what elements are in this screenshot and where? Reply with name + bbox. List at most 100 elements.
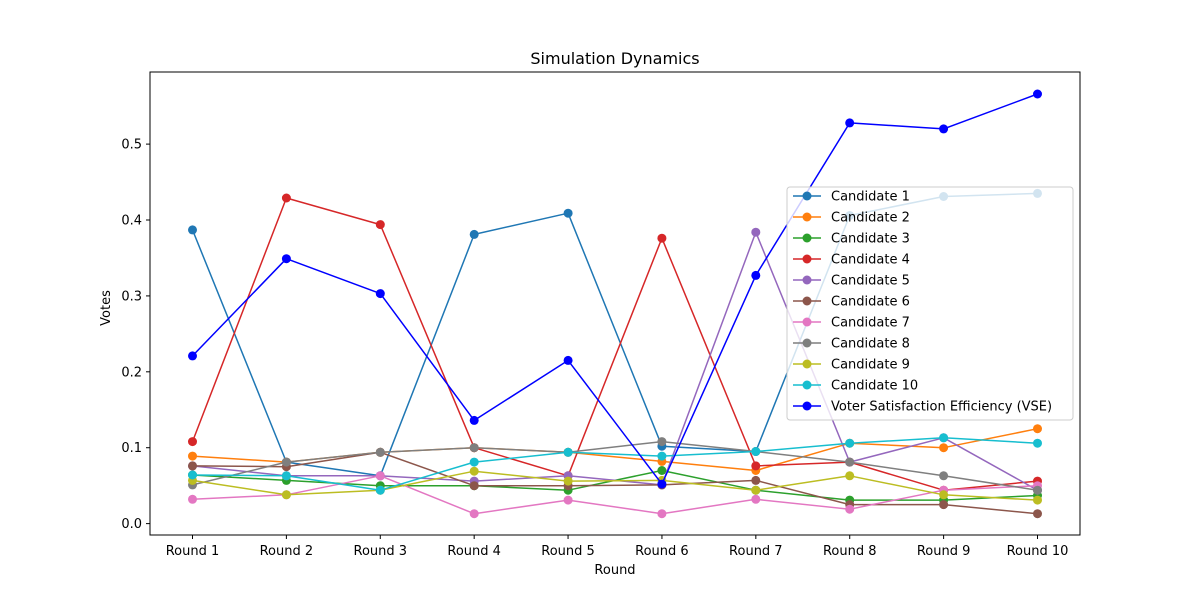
legend-box xyxy=(786,186,1074,421)
x-tick-label: Round 10 xyxy=(1007,544,1069,559)
legend-label: Candidate 2 xyxy=(831,211,910,226)
legend-label: Candidate 3 xyxy=(831,232,910,247)
data-point xyxy=(563,495,573,505)
data-point xyxy=(751,494,761,504)
data-point xyxy=(939,471,949,481)
data-point xyxy=(469,229,479,239)
series-line xyxy=(192,427,1038,472)
legend: Candidate 1 Candidate 2 Candidate 3 Candida… xyxy=(786,186,1074,421)
legend-label: Candidate 5 xyxy=(831,274,910,289)
legend-label: Candidate 4 xyxy=(831,253,910,268)
x-tick-label: Round 8 xyxy=(823,544,877,559)
data-point xyxy=(469,466,479,476)
chart-title: Simulation Dynamics xyxy=(530,49,699,68)
legend-item: Candidate 10 xyxy=(793,379,918,394)
data-point xyxy=(939,490,949,500)
legend-label: Candidate 8 xyxy=(831,337,910,352)
data-point xyxy=(939,433,949,443)
data-point xyxy=(939,500,949,510)
data-point xyxy=(845,438,855,448)
y-tick-label: 0.5 xyxy=(121,138,142,153)
data-point xyxy=(751,270,761,280)
legend-item: Candidate 3 xyxy=(793,232,910,247)
data-point xyxy=(1033,495,1042,505)
legend-label: Voter Satisfaction Efficiency (VSE) xyxy=(831,400,1052,415)
data-point xyxy=(845,471,855,481)
data-point xyxy=(469,415,479,425)
legend-label: Candidate 10 xyxy=(831,379,918,394)
legend-swatch-marker xyxy=(802,317,812,327)
data-point xyxy=(281,471,291,481)
x-tick-label: Round 5 xyxy=(541,544,595,559)
data-point xyxy=(657,451,667,461)
legend-label: Candidate 6 xyxy=(831,295,910,310)
axes: Round 1 Round 2 Round 3 Round 4 Round 5 Round… xyxy=(121,71,1081,559)
series-11 xyxy=(188,89,1042,489)
y-tick-label: 0.3 xyxy=(121,289,142,304)
x-tick-label: Round 7 xyxy=(729,544,783,559)
data-point xyxy=(751,485,761,495)
legend-swatch-marker xyxy=(802,212,812,222)
data-point xyxy=(845,457,855,467)
data-point xyxy=(657,466,667,475)
data-point xyxy=(939,443,949,453)
legend-item: Candidate 6 xyxy=(793,295,910,310)
data-point xyxy=(281,193,291,203)
series-7 xyxy=(188,471,1042,519)
plot-frame xyxy=(149,71,1081,536)
y-tick-label: 0.1 xyxy=(121,441,142,456)
data-point xyxy=(375,485,385,495)
legend-swatch-marker xyxy=(802,233,812,243)
data-point xyxy=(375,289,385,299)
data-point xyxy=(563,355,573,365)
legend-item: Candidate 5 xyxy=(793,274,910,289)
data-point xyxy=(1033,89,1042,99)
data-point xyxy=(1033,438,1042,448)
legend-swatch-marker xyxy=(802,275,812,285)
data-point xyxy=(188,461,197,471)
series-2 xyxy=(188,424,1042,475)
data-point xyxy=(657,233,667,243)
data-point xyxy=(751,461,761,471)
data-point xyxy=(563,447,573,457)
x-tick-label: Round 4 xyxy=(447,544,501,559)
data-point xyxy=(188,225,197,235)
legend-label: Candidate 7 xyxy=(831,316,910,331)
data-point xyxy=(657,509,667,519)
legend-swatch-marker xyxy=(802,380,812,390)
series-10 xyxy=(188,433,1042,495)
data-point xyxy=(281,254,291,264)
data-point xyxy=(188,451,197,461)
data-point xyxy=(751,227,761,237)
legend-swatch-marker xyxy=(802,296,812,306)
data-point xyxy=(751,447,761,456)
data-point xyxy=(469,481,479,491)
legend-swatch-marker xyxy=(802,359,812,369)
y-tick-label: 0.4 xyxy=(121,214,142,229)
y-axis-title: Votes xyxy=(99,290,114,326)
data-point xyxy=(188,351,197,361)
legend-item: Candidate 4 xyxy=(793,253,910,268)
data-point xyxy=(1033,424,1042,434)
legend-item: Voter Satisfaction Efficiency (VSE) xyxy=(793,400,1052,415)
series-line xyxy=(191,93,1038,485)
plot-area xyxy=(188,89,1042,519)
legend-swatch-marker xyxy=(802,191,812,201)
data-point xyxy=(469,457,479,467)
series-line xyxy=(192,470,1038,501)
data-point xyxy=(188,494,197,504)
data-point xyxy=(469,509,479,519)
x-tick-label: Round 2 xyxy=(260,544,314,559)
data-point xyxy=(375,220,385,230)
data-point xyxy=(1033,485,1042,495)
data-point xyxy=(751,475,761,485)
series-line xyxy=(192,440,1038,491)
data-point xyxy=(563,208,573,218)
data-point xyxy=(657,479,667,489)
data-point xyxy=(375,471,385,481)
data-point xyxy=(281,490,291,500)
data-point xyxy=(939,124,949,134)
x-tick-label: Round 3 xyxy=(354,544,408,559)
